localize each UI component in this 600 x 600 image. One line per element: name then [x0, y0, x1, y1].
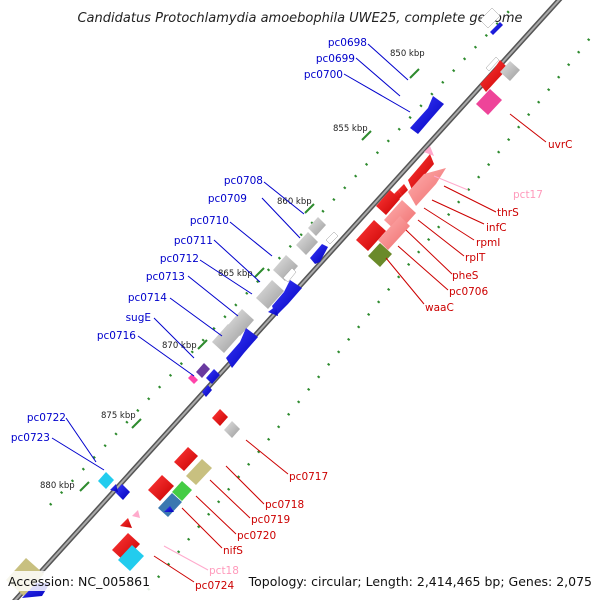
label-pc0722: pc0722	[27, 412, 66, 424]
label-pc0718: pc0718	[265, 499, 304, 511]
kbp-label: 880 kbp	[40, 481, 75, 491]
label-pc0700: pc0700	[304, 69, 343, 81]
label-nifS: nifS	[223, 545, 243, 557]
right-gene-labels: uvrC pct17 thrS infC rpmI rplT pheS pc07…	[195, 139, 573, 592]
gene-uvrC	[480, 60, 508, 92]
gene-pct17	[424, 146, 434, 156]
label-pheS: pheS	[452, 270, 479, 282]
gene-small-a	[196, 363, 210, 378]
gene-uvrC-d	[485, 56, 500, 72]
reverse-strand-genes	[112, 56, 520, 571]
label-pc0698: pc0698	[328, 37, 367, 49]
gene-small-c	[188, 374, 198, 384]
accession-text: Accession: NC_005861	[8, 574, 150, 589]
gene-pheS	[376, 190, 400, 215]
gene-uvrC-b	[500, 61, 520, 81]
gene-pc0723-b	[110, 484, 118, 492]
gene-pc0724-c	[118, 545, 144, 571]
label-uvrC: uvrC	[548, 139, 573, 151]
gene-pc0712	[282, 267, 297, 283]
gene-pc0719	[186, 459, 212, 485]
label-pc0723: pc0723	[11, 432, 50, 444]
label-infC: infC	[486, 222, 507, 234]
gene-nifS	[158, 493, 182, 517]
gene-pc0724-b	[112, 533, 140, 561]
label-pc0706: pc0706	[449, 286, 488, 298]
label-pct18: pct18	[209, 565, 239, 577]
gene-pc0713-b	[272, 280, 302, 316]
label-waaC: waaC	[425, 302, 454, 314]
label-pc0699: pc0699	[316, 53, 355, 65]
label-pc0724: pc0724	[195, 580, 234, 592]
label-pc0719: pc0719	[251, 514, 290, 526]
accession-bg	[0, 571, 150, 591]
label-pct17: pct17	[513, 189, 543, 201]
gene-nifS-b	[164, 506, 174, 512]
label-pc0717: pc0717	[289, 471, 328, 483]
label-rpmI: rpmI	[476, 237, 500, 249]
forward-strand-genes	[6, 7, 503, 598]
gene-pc0718	[174, 447, 198, 471]
gene-pc0714	[268, 306, 278, 316]
label-pc0720: pc0720	[237, 530, 276, 542]
gc-track	[49, 9, 591, 591]
label-rplT: rplT	[465, 252, 486, 264]
label-pc0713: pc0713	[146, 271, 185, 283]
gene-pc0698-body	[490, 22, 503, 35]
gene-pc0709	[296, 232, 318, 255]
gene-pc0720-b	[172, 481, 192, 501]
label-pc0712: pc0712	[160, 253, 199, 265]
gene-pc0722	[98, 472, 114, 489]
label-pc0716: pc0716	[97, 330, 136, 342]
gene-small-d	[202, 385, 212, 397]
kbp-labels: 850 kbp 855 kbp 860 kbp 865 kbp 870 kbp …	[40, 49, 425, 491]
kbp-label: 875 kbp	[101, 411, 136, 421]
gene-pc0708	[308, 217, 326, 236]
kbp-label: 865 kbp	[218, 269, 253, 279]
label-thrS: thrS	[497, 207, 519, 219]
gene-pct18	[132, 510, 140, 518]
gene-pc0710	[310, 244, 328, 264]
left-gene-labels: pc0698 pc0699 pc0700 pc0708 pc0709 pc071…	[11, 37, 367, 444]
gene-thrS	[408, 154, 434, 190]
gene-uvrC-c	[476, 89, 502, 115]
scale-ticks	[79, 68, 420, 492]
kbp-label: 870 kbp	[162, 341, 197, 351]
gene-waaC	[368, 243, 392, 267]
gene-pc0716-b	[226, 328, 258, 368]
gene-pc0716	[212, 324, 240, 353]
gene-rrna	[378, 216, 410, 250]
gene-pc0720	[148, 475, 174, 501]
kbp-label: 860 kbp	[277, 197, 312, 207]
gene-pc0706-b	[356, 220, 386, 251]
gene-sugE	[228, 309, 254, 336]
gene-rpmI	[398, 184, 408, 196]
map-title: Candidatus Protochlamydia amoebophila UW…	[77, 11, 522, 26]
label-pc0709: pc0709	[208, 193, 247, 205]
gene-pc0708-b	[325, 231, 339, 245]
gene-pc0717-b	[224, 421, 240, 438]
label-sugE: sugE	[126, 312, 151, 324]
left-callout-lines	[51, 43, 411, 471]
label-pc0708: pc0708	[224, 175, 263, 187]
label-pc0711: pc0711	[174, 235, 213, 247]
label-pc0710: pc0710	[190, 215, 229, 227]
label-pc0714: pc0714	[128, 292, 167, 304]
topology-bg	[258, 571, 600, 591]
gene-pc0711	[273, 255, 298, 281]
gene-pc0723	[115, 484, 130, 500]
kbp-label: 850 kbp	[390, 49, 425, 59]
gene-pc0698	[479, 7, 501, 29]
gene-pc0713	[256, 280, 284, 309]
gene-pc0717	[212, 409, 228, 426]
gene-pc0724	[120, 518, 132, 528]
kbp-label: 855 kbp	[333, 124, 368, 134]
gene-small-b	[206, 369, 220, 384]
gene-pc0700	[410, 96, 444, 134]
topology-text: Topology: circular; Length: 2,414,465 bp…	[248, 574, 592, 589]
right-callout-lines	[153, 113, 547, 583]
